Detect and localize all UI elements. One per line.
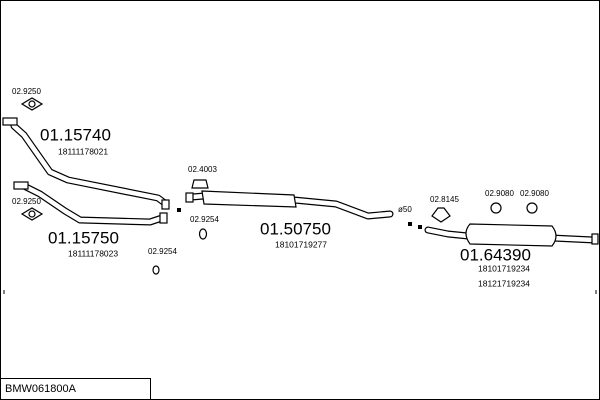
fitting-label: 02.8145 xyxy=(430,195,459,204)
annotation: ø50 xyxy=(398,205,412,214)
title: BMW061800A xyxy=(5,383,77,395)
fitting-icons xyxy=(3,97,597,294)
part-code: 18101719234 xyxy=(478,263,530,273)
fitting-label: 02.9250 xyxy=(12,87,41,96)
part-number: 01.50750 xyxy=(260,219,331,238)
fitting-label: 02.4003 xyxy=(188,165,217,174)
part-number: 01.15740 xyxy=(40,125,111,144)
pipe-01-15740 xyxy=(2,117,170,210)
pipe-01-50750 xyxy=(185,190,394,220)
part-number: 01.64390 xyxy=(460,245,531,264)
fitting-label: 02.9254 xyxy=(190,215,219,224)
part-code: 18111178021 xyxy=(58,146,108,156)
part-code: 18121719234 xyxy=(478,278,530,288)
pipe-01-15750 xyxy=(13,181,168,226)
fitting-label: 02.9080 xyxy=(485,189,514,198)
fitting-label: 02.9254 xyxy=(148,247,177,256)
part-number: 01.15750 xyxy=(48,228,119,247)
fitting-label: 02.9080 xyxy=(520,189,549,198)
pipe-01-64390 xyxy=(424,223,599,247)
fitting-label: 02.9250 xyxy=(12,197,41,206)
part-code: 18101719277 xyxy=(275,239,327,249)
part-code: 18111178023 xyxy=(68,248,118,258)
